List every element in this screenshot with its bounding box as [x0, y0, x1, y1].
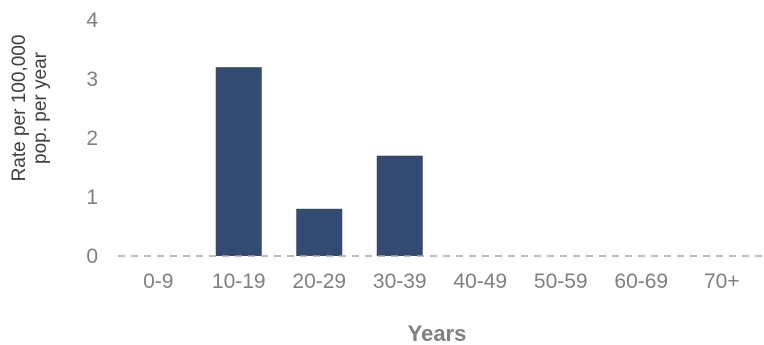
x-axis-ticks: 0-9 10-19 20-29 30-39 40-49 50-59 60-69 70+ — [143, 270, 739, 293]
bar-30-39 — [376, 155, 423, 256]
x-tick-label: 30-39 — [373, 270, 427, 293]
x-tick-label: 50-59 — [534, 270, 588, 293]
y-axis-label-line-1: Rate per 100,000 — [9, 35, 30, 182]
x-tick-label: 60-69 — [614, 270, 668, 293]
x-tick-label: 0-9 — [143, 270, 173, 293]
y-tick-label: 1 — [86, 186, 98, 209]
y-axis-label-line-2: pop. per year — [30, 51, 51, 164]
y-axis-ticks: 0 1 2 3 4 — [86, 9, 98, 268]
x-tick-label: 10-19 — [212, 270, 266, 293]
y-tick-label: 4 — [86, 9, 98, 32]
bar-20-29 — [296, 208, 343, 256]
y-tick-label: 0 — [86, 245, 98, 268]
x-tick-label: 40-49 — [453, 270, 507, 293]
x-tick-label: 70+ — [704, 270, 740, 293]
y-tick-label: 2 — [86, 127, 98, 150]
x-axis-label: Years — [408, 321, 467, 345]
bars — [215, 67, 423, 256]
y-tick-label: 3 — [86, 68, 98, 91]
bar-10-19 — [215, 67, 262, 256]
x-tick-label: 20-29 — [292, 270, 346, 293]
